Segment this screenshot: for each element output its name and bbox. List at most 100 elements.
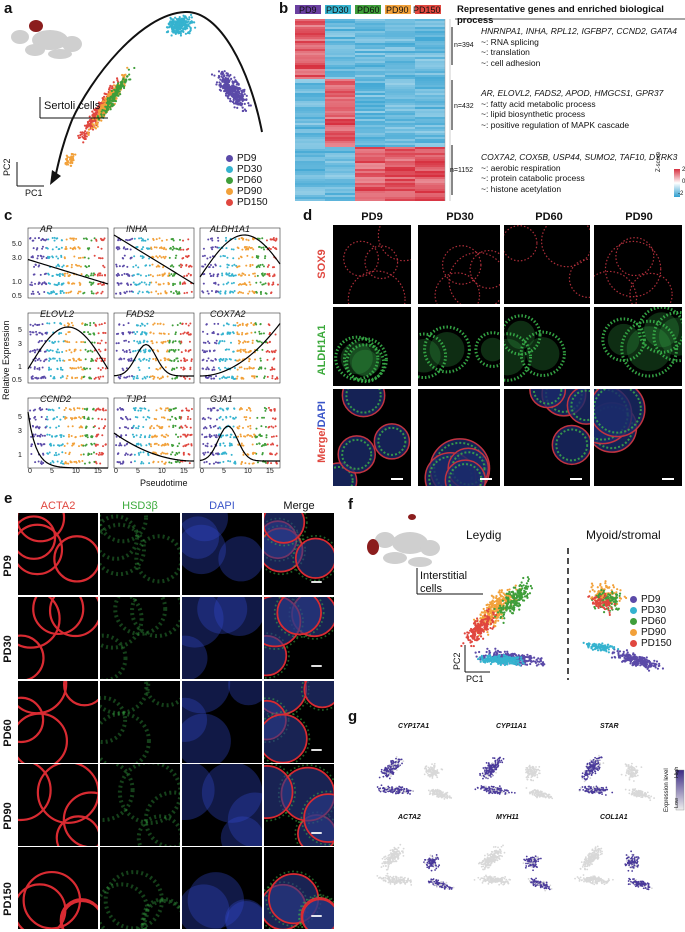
ytick: 3	[18, 341, 22, 348]
e-row-PD60: PD60	[2, 719, 14, 747]
panel-b-heatmap	[295, 5, 685, 201]
zscore-mid: 0	[682, 179, 685, 185]
panel-a-legend: PD9 PD30 PD60 PD90 PD150	[226, 153, 268, 208]
cluster-3-annotation: COX7A2, COX5B, USP44, SUMO2, TAF10, DYRK…	[481, 152, 678, 194]
panel-c-pseudotime-plots	[27, 227, 281, 469]
micrograph-e	[182, 764, 262, 846]
sertoli-highlight	[29, 20, 43, 32]
ytick: 0.5	[12, 293, 22, 300]
ytick: 1.0	[12, 279, 22, 286]
d-col-PD30: PD30	[446, 211, 474, 223]
group-leydig: Leydig	[466, 528, 502, 542]
pseudotime-subplot	[113, 227, 195, 299]
feature-subplot	[376, 755, 453, 800]
d-row-merge: Merge/DAPI	[316, 401, 328, 463]
micrograph-e	[264, 513, 334, 595]
panel-a-pc1: PC1	[25, 188, 43, 198]
tsne-thumbnail	[11, 30, 82, 59]
heatmap-cells	[295, 19, 445, 201]
panel-e-label: e	[4, 490, 13, 507]
trajectory-arrowhead	[50, 170, 61, 185]
gene-title-FADS2: FADS2	[126, 309, 155, 319]
sertoli-label: Sertoli cells	[44, 100, 101, 112]
micrograph-e	[182, 513, 262, 595]
e-col-Merge: Merge	[283, 500, 315, 512]
feature-subplot	[473, 844, 553, 892]
pseudotime-subplot	[113, 397, 195, 469]
panel-g-label: g	[348, 708, 358, 725]
cluster-3-n: n=1152	[450, 167, 474, 174]
pseudotime-subplot	[199, 312, 281, 384]
cluster-2-n: n=432	[454, 103, 474, 110]
micrograph-e	[264, 764, 334, 846]
micrograph-e	[100, 764, 180, 846]
ytick: 5	[18, 327, 22, 334]
ytick: 0.5	[12, 377, 22, 384]
ytick: 5.0	[12, 241, 22, 248]
micrograph-d	[504, 307, 590, 386]
panel-f-pc2: PC2	[452, 652, 462, 670]
gene-title-INHA: INHA	[126, 224, 148, 234]
ytick: 3.0	[12, 255, 22, 262]
micrograph-e	[100, 597, 180, 679]
expr-legend-low: Low	[674, 797, 680, 808]
xticks: 0 5 10 15 0 5 10 15 0 5 10 15	[28, 468, 274, 475]
gene-title-COX7A2: COX7A2	[210, 309, 246, 319]
panel-g-feature-plots	[376, 754, 685, 892]
feature-subplot	[376, 843, 455, 890]
panel-b-header: Representative genes and enriched biolog…	[457, 4, 664, 26]
panel-b-label: b	[279, 0, 289, 17]
interstitial-highlight	[367, 539, 379, 555]
g-gene-CYP17A1: CYP17A1	[398, 723, 430, 730]
micrograph-e	[100, 513, 180, 595]
micrograph-e	[18, 681, 98, 763]
d-col-PD60: PD60	[535, 211, 563, 223]
panel-f-label: f	[348, 496, 353, 513]
pseudotime-subplot	[27, 397, 109, 469]
feature-subplot	[474, 756, 554, 800]
trajectory-arrow	[54, 10, 263, 179]
micrograph-e	[18, 764, 98, 846]
ytick: 1	[18, 364, 22, 371]
g-gene-CYP11A1: CYP11A1	[496, 723, 527, 730]
feature-subplot	[578, 754, 655, 802]
gene-title-TJP1: TJP1	[126, 394, 148, 404]
interstitial-label-2: cells	[420, 583, 443, 595]
micrograph-d	[594, 389, 682, 486]
panel-f-pc1: PC1	[466, 674, 484, 684]
gene-title-CCND2: CCND2	[40, 394, 72, 404]
panel-a-pc2: PC2	[2, 158, 12, 176]
micrograph-d	[418, 225, 500, 304]
micrograph-d	[594, 307, 682, 386]
panel-c-label: c	[4, 207, 13, 224]
g-gene-ACTA2: ACTA2	[398, 814, 421, 821]
gene-title-ALDH1A1: ALDH1A1	[210, 224, 251, 234]
pseudotime-subplot	[27, 312, 109, 384]
micrograph-e	[18, 513, 98, 595]
micrograph-d	[504, 389, 590, 486]
panel-c-xlabel: Pseudotime	[140, 478, 188, 488]
pseudotime-subplot	[199, 397, 281, 469]
tsne-thumbnail-f	[375, 532, 440, 567]
gene-title-GJA1: GJA1	[210, 394, 233, 404]
micrograph-e	[100, 847, 180, 929]
cluster-1-annotation: HNRNPA1, INHA, RPL12, IGFBP7, CCND2, GAT…	[481, 26, 678, 68]
micrograph-e	[18, 847, 98, 929]
cluster-1-n: n=394	[454, 42, 474, 49]
e-row-PD90: PD90	[2, 802, 14, 830]
micrograph-d	[333, 307, 411, 386]
zscore-label: Z-score	[656, 151, 662, 172]
micrograph-d	[418, 307, 500, 386]
micrograph-e	[18, 597, 98, 679]
group-myoid: Myoid/stromal	[586, 528, 661, 542]
micrograph-d	[333, 389, 411, 486]
interstitial-label-1: Interstitial	[420, 570, 468, 582]
pseudotime-subplot	[113, 312, 195, 384]
micrograph-e	[182, 597, 262, 679]
g-gene-MYH11: MYH11	[496, 814, 519, 821]
gene-title-ELOVL2: ELOVL2	[40, 309, 75, 319]
g-gene-STAR: STAR	[600, 723, 619, 730]
panel-c-ylabel: Relative Expression	[1, 320, 11, 400]
pseudotime-subplot	[27, 227, 109, 299]
e-col-ACTA2: ACTA2	[40, 500, 76, 512]
